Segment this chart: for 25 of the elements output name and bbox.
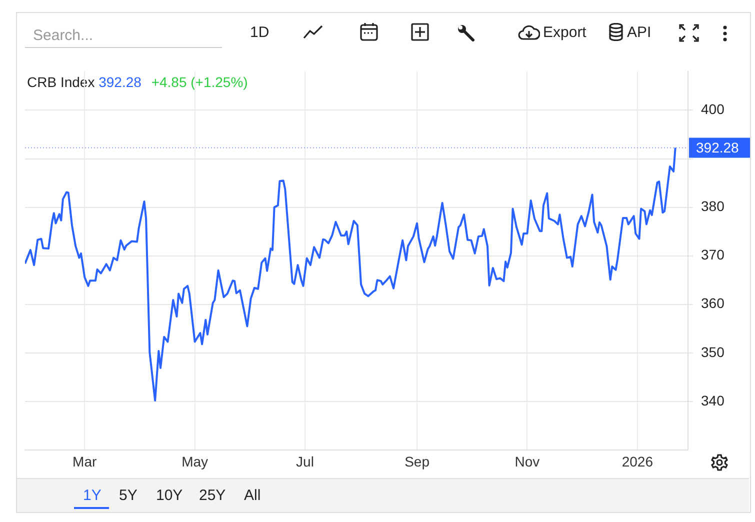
- x-tick-label: Nov: [514, 453, 540, 470]
- x-tick-label: Mar: [72, 453, 97, 470]
- ref-line-label: 392.28: [696, 140, 740, 156]
- x-tick-label: 2026: [622, 453, 654, 470]
- annotation: 392.28: [98, 74, 142, 90]
- text: 5Y: [119, 487, 138, 504]
- text: All: [244, 487, 261, 504]
- text: Export: [543, 24, 586, 41]
- x-tick-label: Sep: [404, 453, 430, 470]
- text: 1D: [250, 24, 270, 41]
- y-tick-label: 400: [701, 101, 725, 118]
- x-tick-label: May: [182, 453, 208, 470]
- x-tick-label: Jul: [296, 453, 314, 470]
- y-tick-label: 350: [701, 344, 725, 360]
- chart-title: CRB Index: [27, 74, 95, 90]
- text: 1Y: [83, 487, 102, 504]
- y-tick-label: 380: [701, 198, 725, 214]
- text: API: [627, 24, 652, 41]
- annotation: +4.85 (+1.25%): [151, 74, 248, 90]
- y-tick-label: 340: [701, 392, 725, 408]
- y-tick-label: 360: [701, 295, 725, 312]
- y-tick-label: 370: [701, 246, 725, 263]
- text: Search...: [33, 27, 94, 44]
- text: 25Y: [199, 487, 226, 504]
- text: 10Y: [156, 487, 183, 504]
